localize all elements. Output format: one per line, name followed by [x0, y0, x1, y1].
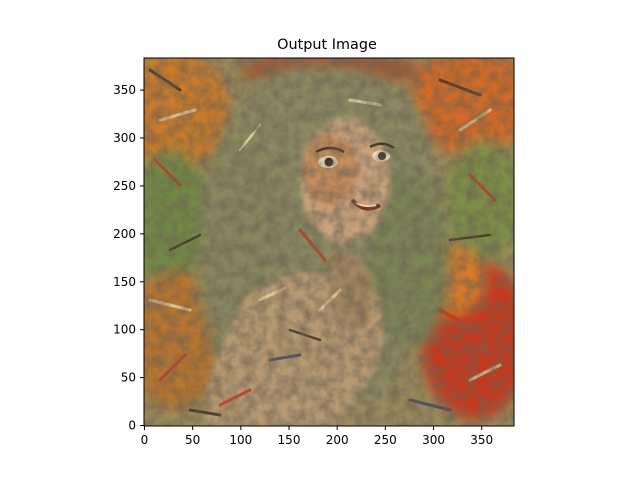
x-tick-label: 50: [185, 433, 200, 447]
y-tick-label: 0: [128, 419, 136, 433]
y-tick-label: 200: [113, 227, 136, 241]
x-tick-label: 200: [326, 433, 349, 447]
chart-title: Output Image: [277, 37, 377, 53]
x-tick-label: 350: [470, 433, 493, 447]
y-tick-label: 300: [113, 131, 136, 145]
x-axis: 0 50 100 150 200 250 300 350: [141, 426, 493, 447]
x-tick-label: 0: [141, 433, 149, 447]
y-tick-label: 100: [113, 323, 136, 337]
y-axis: 0 50 100 150 200 250 300 350: [113, 83, 144, 433]
x-tick-label: 300: [422, 433, 445, 447]
y-tick-label: 350: [113, 83, 136, 97]
x-tick-label: 150: [278, 433, 301, 447]
x-tick-label: 250: [374, 433, 397, 447]
axes-frame: [143, 57, 515, 427]
output-image: [144, 58, 514, 426]
image-texture: [144, 58, 514, 426]
y-tick-label: 250: [113, 179, 136, 193]
x-tick-label: 100: [229, 433, 252, 447]
y-tick-label: 150: [113, 275, 136, 289]
y-tick-label: 50: [121, 371, 136, 385]
